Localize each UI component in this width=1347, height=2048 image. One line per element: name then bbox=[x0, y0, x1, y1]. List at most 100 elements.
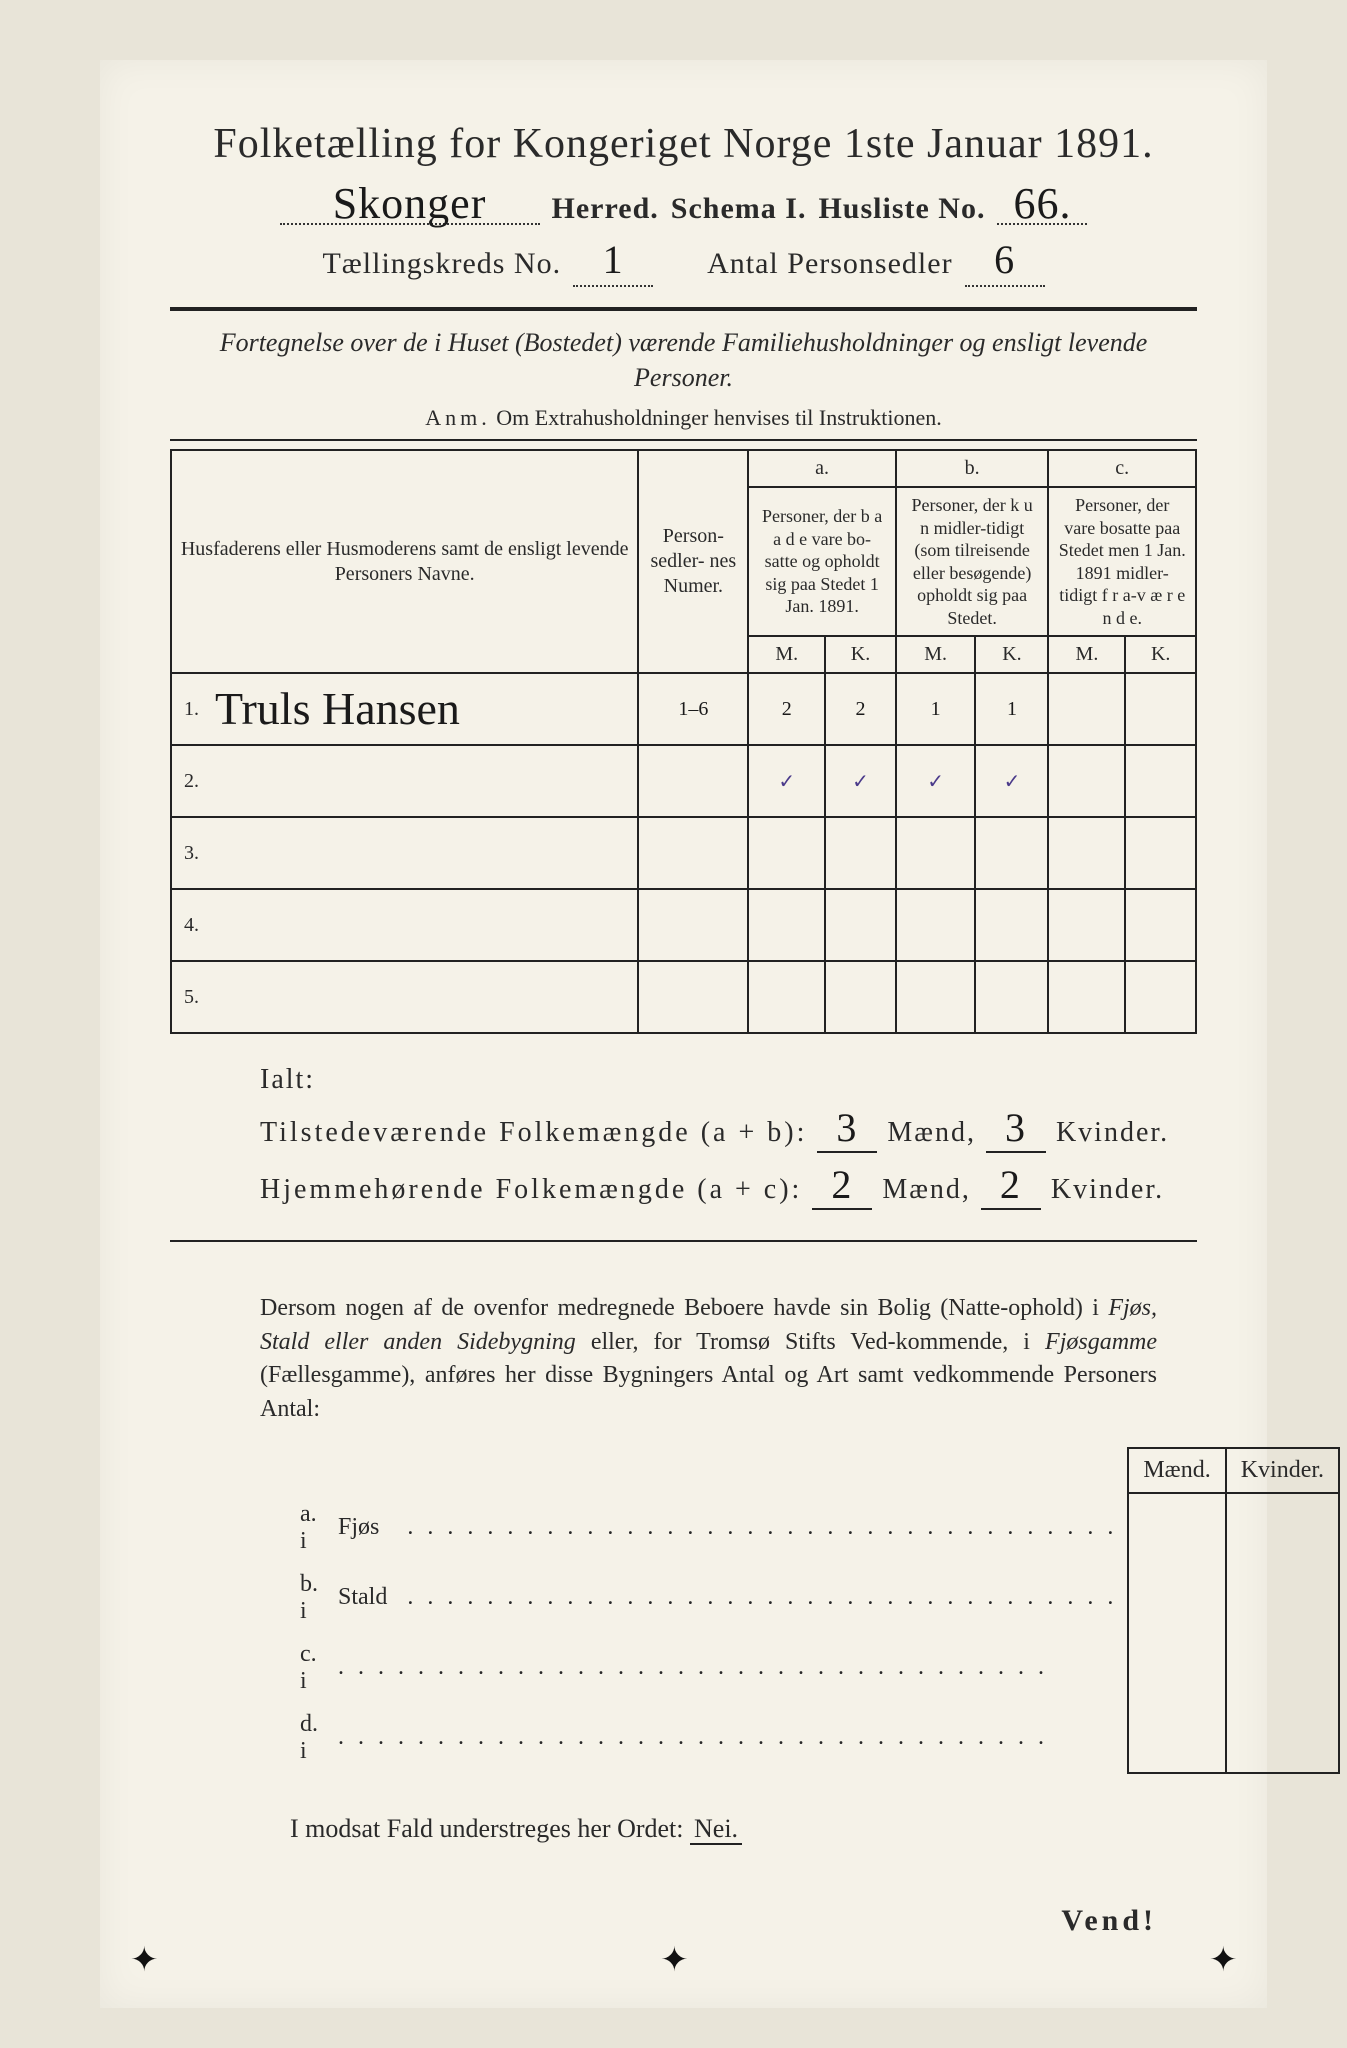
row-c-m bbox=[1048, 817, 1125, 889]
paragraph: Dersom nogen af de ovenfor medregnede Be… bbox=[260, 1292, 1157, 1426]
row-c-k bbox=[1125, 817, 1196, 889]
resident-line: Hjemmehørende Folkemængde (a + c): 2 Mæn… bbox=[260, 1161, 1137, 1210]
punch-mark-icon: ✦ bbox=[1209, 1940, 1237, 1968]
census-form-page: Folketælling for Kongeriget Norge 1ste J… bbox=[100, 60, 1267, 2008]
table-row: 2. ✓ ✓ ✓ ✓ bbox=[171, 745, 1196, 817]
totals-block: Ialt: Tilstedeværende Folkemængde (a + b… bbox=[260, 1064, 1137, 1210]
nei-word: Nei. bbox=[690, 1814, 742, 1845]
table-row: 4. bbox=[171, 889, 1196, 961]
row-a-k bbox=[825, 817, 896, 889]
herred-value: Skonger bbox=[280, 186, 540, 225]
col-name-header: Husfaderens eller Husmoderens samt de en… bbox=[171, 450, 638, 673]
header-line-3: Tællingskreds No. 1 Antal Personsedler 6 bbox=[170, 236, 1197, 287]
divider-thin bbox=[170, 439, 1197, 441]
sub-table: Mænd. Kvinder. a. i Fjøs . . . . . . . .… bbox=[290, 1447, 1340, 1774]
col-name-header-text: Husfaderens eller Husmoderens samt de en… bbox=[181, 538, 629, 585]
sub-k bbox=[1226, 1493, 1339, 1563]
row-c-k bbox=[1125, 889, 1196, 961]
mk-a-k: K. bbox=[825, 636, 896, 673]
vend-label: Vend! bbox=[1061, 1904, 1157, 1938]
present-label: Tilstedeværende Folkemængde (a + b): bbox=[260, 1117, 807, 1149]
para-t2: eller, for Tromsø Stifts Ved-kommende, i bbox=[576, 1329, 1045, 1355]
resident-m: 2 bbox=[812, 1161, 872, 1210]
mk-c-k: K. bbox=[1125, 636, 1196, 673]
sub-m bbox=[1128, 1703, 1225, 1773]
present-line: Tilstedeværende Folkemængde (a + b): 3 M… bbox=[260, 1104, 1137, 1153]
sub-name: Stald bbox=[328, 1563, 397, 1633]
sub-m bbox=[1128, 1563, 1225, 1633]
row-a-m bbox=[748, 889, 825, 961]
resident-label: Hjemmehørende Folkemængde (a + c): bbox=[260, 1174, 802, 1206]
resident-k: 2 bbox=[981, 1161, 1041, 1210]
row-name bbox=[207, 745, 638, 817]
sub-lbl: a. i bbox=[290, 1493, 328, 1563]
row-pers bbox=[638, 961, 748, 1033]
sub-dots: . . . . . . . . . . . . . . . . . . . . … bbox=[328, 1633, 1128, 1703]
row-b-m bbox=[896, 961, 976, 1033]
mk-b-m: M. bbox=[896, 636, 976, 673]
row-b-k bbox=[975, 817, 1048, 889]
sub-lbl: d. i bbox=[290, 1703, 328, 1773]
row-a-k bbox=[825, 961, 896, 1033]
para-t3: (Fællesgamme), anføres her disse Bygning… bbox=[260, 1362, 1157, 1422]
kvinder-label: Kvinder. bbox=[1056, 1117, 1169, 1149]
row-pers: 1–6 bbox=[638, 673, 748, 745]
nei-pre: I modsat Fald understreges her Ordet: bbox=[290, 1814, 690, 1843]
row-num: 4. bbox=[171, 889, 207, 961]
row-num: 5. bbox=[171, 961, 207, 1033]
sub-lbl: b. i bbox=[290, 1563, 328, 1633]
sub-head-k: Kvinder. bbox=[1226, 1448, 1339, 1493]
row-b-m: ✓ bbox=[896, 745, 976, 817]
col-c-header: Personer, der vare bosatte paa Stedet me… bbox=[1048, 487, 1196, 636]
sub-k bbox=[1226, 1563, 1339, 1633]
col-b-header: Personer, der k u n midler-tidigt (som t… bbox=[896, 487, 1049, 636]
row-a-m bbox=[748, 961, 825, 1033]
row-c-m bbox=[1048, 673, 1125, 745]
row-a-m: 2 bbox=[748, 673, 825, 745]
row-name bbox=[207, 961, 638, 1033]
husliste-label: Husliste No. bbox=[818, 192, 985, 226]
row-num: 3. bbox=[171, 817, 207, 889]
sub-row: a. i Fjøs . . . . . . . . . . . . . . . … bbox=[290, 1493, 1339, 1563]
schema-label: Schema I. bbox=[671, 192, 807, 226]
row-b-m bbox=[896, 817, 976, 889]
row-a-m bbox=[748, 817, 825, 889]
kreds-value: 1 bbox=[573, 236, 653, 287]
maend-label: Mænd, bbox=[887, 1117, 976, 1149]
sub-row: d. i . . . . . . . . . . . . . . . . . .… bbox=[290, 1703, 1339, 1773]
sub-k bbox=[1226, 1703, 1339, 1773]
sub-m bbox=[1128, 1633, 1225, 1703]
husliste-value: 66. bbox=[997, 186, 1087, 225]
row-name bbox=[207, 889, 638, 961]
para-t1: Dersom nogen af de ovenfor medregnede Be… bbox=[260, 1295, 1108, 1321]
table-row: 3. bbox=[171, 817, 1196, 889]
row-b-m bbox=[896, 889, 976, 961]
kreds-label: Tællingskreds No. bbox=[322, 247, 561, 281]
sub-dots: . . . . . . . . . . . . . . . . . . . . … bbox=[397, 1563, 1128, 1633]
maend-label-2: Mænd, bbox=[882, 1174, 971, 1206]
row-pers bbox=[638, 817, 748, 889]
table-row: 1. Truls Hansen 1–6 2 2 1 1 bbox=[171, 673, 1196, 745]
para-i2: Fjøsgamme bbox=[1045, 1329, 1157, 1355]
antal-value: 6 bbox=[965, 236, 1045, 287]
anm-line: Anm. Om Extrahusholdninger henvises til … bbox=[170, 405, 1197, 431]
sub-m bbox=[1128, 1493, 1225, 1563]
group-c: c. bbox=[1048, 450, 1196, 487]
row-a-k: ✓ bbox=[825, 745, 896, 817]
subtable-wrap: Mænd. Kvinder. a. i Fjøs . . . . . . . .… bbox=[290, 1447, 1137, 1774]
herred-label: Herred. bbox=[552, 192, 659, 226]
row-pers bbox=[638, 745, 748, 817]
row-c-m bbox=[1048, 745, 1125, 817]
table-body: 1. Truls Hansen 1–6 2 2 1 1 2. ✓ ✓ ✓ ✓ bbox=[171, 673, 1196, 1033]
main-table: Husfaderens eller Husmoderens samt de en… bbox=[170, 449, 1197, 1034]
sub-k bbox=[1226, 1633, 1339, 1703]
punch-mark-icon: ✦ bbox=[660, 1940, 688, 1968]
anm-prefix: Anm. bbox=[425, 405, 491, 430]
row-b-k bbox=[975, 889, 1048, 961]
header-block: Folketælling for Kongeriget Norge 1ste J… bbox=[170, 120, 1197, 287]
row-b-k: ✓ bbox=[975, 745, 1048, 817]
nei-line: I modsat Fald understreges her Ordet: Ne… bbox=[290, 1814, 1197, 1844]
row-b-k bbox=[975, 961, 1048, 1033]
row-pers bbox=[638, 889, 748, 961]
group-a: a. bbox=[748, 450, 895, 487]
